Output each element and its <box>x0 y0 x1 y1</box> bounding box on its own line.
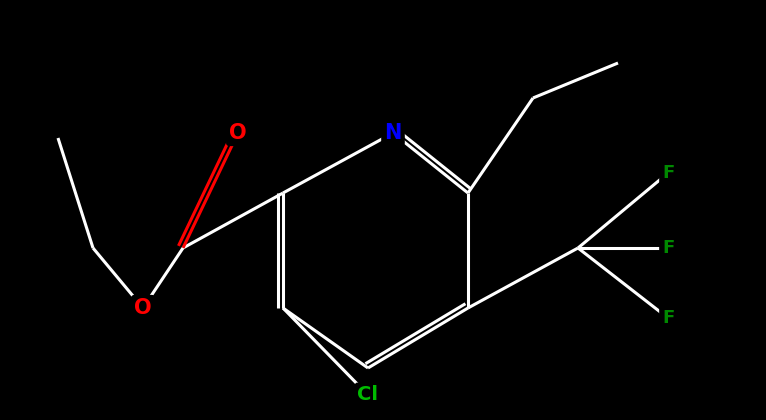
Text: F: F <box>662 309 674 327</box>
Text: N: N <box>385 123 401 143</box>
Text: O: O <box>134 298 152 318</box>
Text: Cl: Cl <box>358 386 378 404</box>
Text: F: F <box>662 239 674 257</box>
Text: O: O <box>229 123 247 143</box>
Text: F: F <box>662 164 674 182</box>
